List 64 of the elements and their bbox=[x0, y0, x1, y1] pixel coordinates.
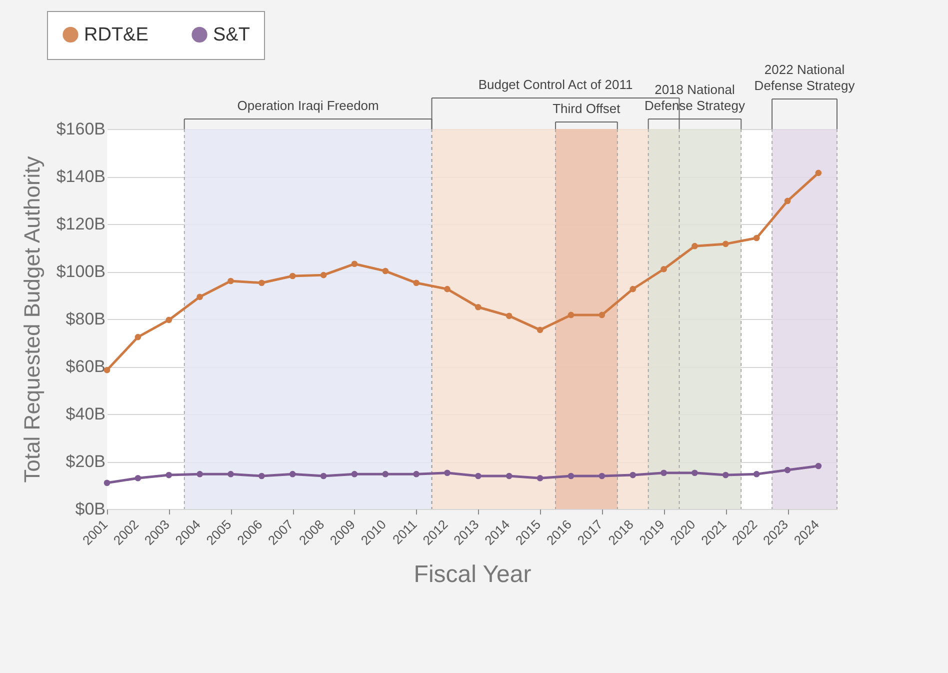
y-tick-label: $0B bbox=[75, 500, 106, 518]
point bbox=[104, 480, 110, 486]
point bbox=[598, 312, 606, 318]
point bbox=[289, 470, 296, 478]
point bbox=[536, 474, 544, 482]
point bbox=[320, 272, 327, 278]
y-tick-label: $160B bbox=[56, 120, 106, 138]
y-tick-label: $60B bbox=[66, 357, 106, 376]
y-axis-title: Total Requested Budget Authority bbox=[19, 156, 44, 483]
point bbox=[598, 472, 606, 480]
y-tick-label: $40B bbox=[66, 404, 106, 424]
point bbox=[382, 470, 389, 478]
band-label: Operation Iraqi Freedom bbox=[237, 98, 379, 113]
point bbox=[351, 470, 358, 478]
point bbox=[784, 466, 791, 474]
point bbox=[413, 280, 420, 286]
y-tick-label: $120B bbox=[56, 214, 106, 234]
point bbox=[289, 272, 296, 280]
point bbox=[351, 260, 358, 268]
x-axis-title: Fiscal Year bbox=[414, 561, 532, 588]
point bbox=[815, 462, 822, 470]
point bbox=[134, 474, 142, 482]
point bbox=[568, 472, 574, 480]
point bbox=[228, 278, 234, 284]
y-tick-label: $100B bbox=[56, 262, 106, 281]
point bbox=[722, 240, 729, 248]
point bbox=[660, 470, 667, 476]
point bbox=[815, 170, 822, 176]
point bbox=[166, 472, 172, 478]
point bbox=[536, 326, 544, 334]
point bbox=[568, 312, 574, 318]
point bbox=[630, 472, 636, 478]
point bbox=[382, 268, 389, 274]
point bbox=[784, 198, 791, 204]
point bbox=[506, 472, 512, 480]
point bbox=[506, 312, 512, 320]
point bbox=[444, 470, 450, 476]
band-label: Third Offset bbox=[552, 101, 621, 116]
point bbox=[722, 472, 729, 478]
point bbox=[320, 472, 327, 480]
y-tick-label: $80B bbox=[66, 310, 106, 328]
legend-label: S&T bbox=[213, 24, 250, 46]
y-tick-label: $20B bbox=[66, 452, 106, 471]
legend-label: RDT&E bbox=[84, 24, 148, 46]
point bbox=[196, 294, 203, 300]
point bbox=[630, 286, 636, 292]
y-tick-label: $140B bbox=[56, 167, 106, 186]
point bbox=[258, 280, 265, 286]
point bbox=[196, 470, 203, 478]
point bbox=[660, 266, 667, 272]
point bbox=[166, 316, 172, 324]
point bbox=[444, 286, 450, 292]
point bbox=[753, 470, 760, 478]
point bbox=[692, 242, 698, 250]
band-label: Budget Control Act of 2011 bbox=[478, 77, 633, 92]
point bbox=[475, 304, 482, 310]
point bbox=[692, 470, 698, 476]
point bbox=[413, 470, 420, 478]
point bbox=[134, 334, 142, 340]
point bbox=[753, 234, 760, 242]
point bbox=[258, 472, 265, 480]
band-label: 2022 National Defense Strategy bbox=[754, 62, 856, 93]
point bbox=[475, 472, 482, 480]
point bbox=[228, 470, 234, 478]
